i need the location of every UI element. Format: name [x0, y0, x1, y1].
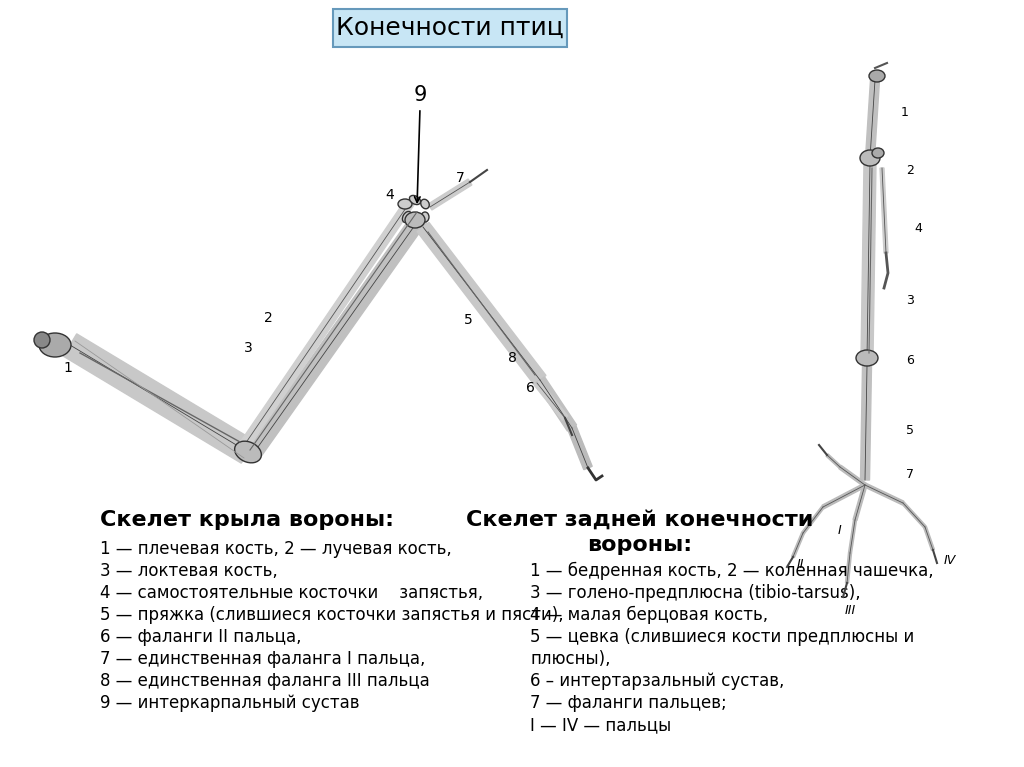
Ellipse shape [39, 333, 71, 357]
Polygon shape [880, 168, 888, 253]
Ellipse shape [869, 70, 885, 82]
Ellipse shape [398, 199, 412, 209]
Text: I — IV — пальцы: I — IV — пальцы [530, 716, 672, 734]
Polygon shape [826, 454, 841, 468]
Text: 2: 2 [906, 163, 914, 176]
Polygon shape [535, 380, 567, 420]
Text: 6: 6 [525, 381, 535, 395]
Text: III: III [845, 604, 856, 617]
Text: 7: 7 [456, 171, 464, 185]
Ellipse shape [402, 212, 412, 222]
Text: 4: 4 [914, 222, 922, 235]
Polygon shape [839, 466, 866, 486]
Text: 1: 1 [63, 361, 73, 375]
Polygon shape [860, 366, 871, 480]
Text: 2: 2 [263, 311, 272, 325]
Ellipse shape [234, 441, 261, 463]
Text: 7: 7 [906, 469, 914, 482]
Polygon shape [902, 502, 926, 528]
Text: 9: 9 [414, 85, 427, 105]
Text: 9 — интеркарпальный сустав: 9 — интеркарпальный сустав [100, 694, 359, 712]
Ellipse shape [410, 196, 421, 205]
Text: 8 — единственная фаланга III пальца: 8 — единственная фаланга III пальца [100, 672, 430, 690]
Text: 1 — бедренная кость, 2 — коленная чашечка,: 1 — бедренная кость, 2 — коленная чашечк… [530, 562, 934, 580]
Ellipse shape [856, 350, 878, 366]
Text: 6 – интертарзальный сустав,: 6 – интертарзальный сустав, [530, 672, 784, 690]
Text: 4 — малая берцовая кость,: 4 — малая берцовая кость, [530, 606, 768, 624]
Polygon shape [792, 532, 805, 558]
Text: 7 — единственная фаланга I пальца,: 7 — единственная фаланга I пальца, [100, 650, 425, 668]
Text: Скелет крыла вороны:: Скелет крыла вороны: [100, 510, 394, 530]
Polygon shape [865, 80, 880, 158]
Polygon shape [536, 377, 577, 431]
Polygon shape [568, 426, 592, 469]
FancyBboxPatch shape [333, 9, 567, 47]
Text: 3 — голено-предплюсна (tibio-tarsus),: 3 — голено-предплюсна (tibio-tarsus), [530, 584, 860, 602]
Text: 1: 1 [901, 106, 909, 118]
Text: вороны:: вороны: [588, 535, 692, 555]
Text: 4 — самостоятельные косточки    запястья,: 4 — самостоятельные косточки запястья, [100, 584, 483, 602]
Ellipse shape [421, 199, 429, 209]
Text: плюсны),: плюсны), [530, 650, 610, 668]
Text: 8: 8 [508, 351, 516, 365]
Text: 5 — пряжка (слившиеся косточки запястья и пясти),: 5 — пряжка (слившиеся косточки запястья … [100, 606, 563, 624]
Text: 7 — фаланги пальцев;: 7 — фаланги пальцев; [530, 694, 727, 712]
Ellipse shape [872, 148, 884, 158]
Polygon shape [924, 526, 935, 551]
Text: 5: 5 [906, 423, 914, 436]
Text: 6 — фаланги II пальца,: 6 — фаланги II пальца, [100, 628, 301, 646]
Polygon shape [853, 485, 867, 521]
Polygon shape [846, 553, 852, 583]
Polygon shape [861, 163, 876, 358]
Text: II: II [797, 558, 804, 571]
Text: 6: 6 [906, 354, 914, 367]
Polygon shape [239, 199, 414, 449]
Text: 3: 3 [244, 341, 252, 355]
Text: Скелет задней конечности: Скелет задней конечности [466, 510, 814, 530]
Text: 5 — цевка (слившиеся кости предплюсны и: 5 — цевка (слившиеся кости предплюсны и [530, 628, 914, 646]
Text: 3 — локтевая кость,: 3 — локтевая кость, [100, 562, 278, 580]
Polygon shape [864, 483, 904, 505]
Ellipse shape [860, 150, 880, 166]
Text: Конечности птиц: Конечности птиц [336, 16, 564, 40]
Text: 3: 3 [906, 294, 914, 307]
Ellipse shape [406, 212, 425, 228]
Polygon shape [822, 483, 866, 509]
Text: 1 — плечевая кость, 2 — лучевая кость,: 1 — плечевая кость, 2 — лучевая кость, [100, 540, 452, 558]
Text: 4: 4 [386, 188, 394, 202]
Polygon shape [849, 520, 856, 553]
Ellipse shape [421, 212, 429, 222]
Text: 5: 5 [464, 313, 472, 327]
Polygon shape [247, 213, 427, 459]
Polygon shape [63, 334, 255, 463]
Ellipse shape [34, 332, 50, 348]
Polygon shape [428, 179, 472, 210]
Polygon shape [802, 506, 824, 534]
Text: IV: IV [944, 554, 956, 567]
Polygon shape [417, 222, 546, 384]
Text: I: I [838, 524, 842, 536]
